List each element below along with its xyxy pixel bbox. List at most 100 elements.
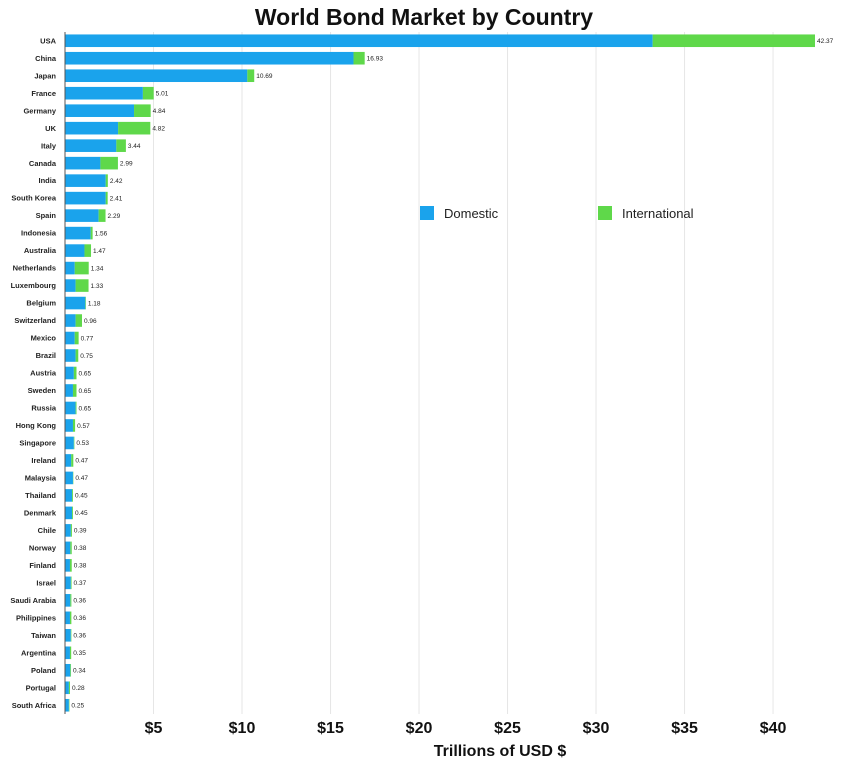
bar-domestic-chile: [65, 524, 71, 537]
bar-international-thailand: [72, 489, 73, 502]
bar-domestic-italy: [65, 139, 117, 152]
bar-international-portugal: [68, 681, 70, 695]
labels: USA 42.37 China 16.93 Japan 10.69 France 5.01 Ge…: [10, 36, 833, 710]
bar-international-denmark: [72, 506, 73, 520]
bar-domestic-india: [65, 174, 106, 187]
value-label-norway: 0.38: [74, 545, 87, 552]
bar-international-philippines: [69, 611, 72, 625]
value-label-saudi-arabia: 0.36: [73, 598, 86, 605]
value-label-usa: 42.37: [817, 38, 834, 45]
value-label-netherlands: 1.34: [91, 265, 104, 272]
bar-international-netherlands: [74, 261, 89, 275]
category-label-thailand: Thailand: [25, 491, 56, 500]
x-tick-label-3: $20: [406, 720, 433, 737]
bar-international-hong-kong: [72, 419, 76, 432]
bar-domestic-usa: [65, 34, 653, 48]
bar-international-indonesia: [90, 226, 93, 240]
bar-international-luxembourg: [75, 279, 89, 292]
value-label-malaysia: 0.47: [75, 475, 88, 482]
bar-international-australia: [84, 244, 92, 257]
bar-domestic-indonesia: [65, 226, 91, 240]
bar-domestic-poland: [65, 663, 71, 677]
category-label-israel: Israel: [36, 578, 56, 587]
bar-domestic-australia: [65, 244, 85, 257]
value-label-switzerland: 0.96: [84, 318, 97, 325]
category-label-philippines: Philippines: [16, 613, 56, 622]
bar-international-mexico: [74, 331, 79, 345]
legend-swatch-international: [598, 206, 612, 220]
value-label-finland: 0.38: [74, 563, 87, 570]
category-label-spain: Spain: [36, 211, 57, 220]
bar-domestic-south-korea: [65, 191, 106, 205]
chart-title: World Bond Market by Country: [254, 4, 594, 30]
value-label-chile: 0.39: [74, 528, 87, 535]
value-label-india: 2.42: [110, 178, 123, 185]
x-tick-label-0: $5: [145, 720, 163, 737]
x-tick-label-5: $30: [583, 720, 610, 737]
category-label-germany: Germany: [23, 106, 56, 115]
bar-domestic-japan: [65, 69, 248, 83]
value-label-germany: 4.84: [153, 108, 166, 115]
bar-domestic-sweden: [65, 384, 73, 397]
category-label-luxembourg: Luxembourg: [11, 281, 57, 290]
category-label-argentina: Argentina: [21, 648, 57, 657]
value-label-russia: 0.65: [79, 405, 92, 412]
bar-domestic-france: [65, 86, 143, 100]
value-label-poland: 0.34: [73, 668, 86, 675]
x-tick-label-6: $35: [671, 720, 698, 737]
value-label-ireland: 0.47: [75, 458, 88, 465]
category-label-taiwan: Taiwan: [31, 631, 56, 640]
value-label-japan: 10.69: [256, 73, 273, 80]
category-label-italy: Italy: [41, 141, 57, 150]
x-axis-title: Trillions of USD $: [434, 743, 567, 760]
bar-domestic-malaysia: [65, 471, 73, 485]
category-label-ireland: Ireland: [31, 456, 56, 465]
value-label-taiwan: 0.36: [73, 633, 86, 640]
value-label-mexico: 0.77: [81, 335, 94, 342]
bar-domestic-norway: [65, 541, 71, 555]
bar-domestic-saudi-arabia: [65, 594, 71, 607]
bar-international-spain: [98, 209, 106, 222]
value-label-australia: 1.47: [93, 248, 106, 255]
value-label-thailand: 0.45: [75, 493, 88, 500]
bar-international-austria: [73, 366, 77, 380]
bar-international-ireland: [71, 454, 74, 467]
category-label-south-africa: South Africa: [12, 701, 57, 710]
category-label-hong-kong: Hong Kong: [16, 421, 57, 430]
bar-domestic-denmark: [65, 506, 73, 520]
category-label-canada: Canada: [29, 159, 57, 168]
value-label-austria: 0.65: [79, 370, 92, 377]
bar-international-germany: [134, 104, 151, 117]
bar-domestic-portugal: [65, 681, 69, 695]
bar-domestic-switzerland: [65, 314, 76, 327]
category-label-belgium: Belgium: [26, 299, 56, 308]
bar-international-finland: [69, 559, 72, 572]
value-label-france: 5.01: [156, 91, 169, 98]
category-label-indonesia: Indonesia: [21, 229, 57, 238]
bar-domestic-germany: [65, 104, 135, 117]
bar-international-france: [142, 86, 154, 100]
category-label-mexico: Mexico: [31, 334, 57, 343]
category-label-austria: Austria: [30, 369, 57, 378]
value-label-south-korea: 2.41: [110, 195, 123, 202]
category-label-usa: USA: [40, 36, 56, 45]
x-tick-label-7: $40: [760, 720, 787, 737]
value-label-spain: 2.29: [108, 213, 121, 220]
value-label-south-africa: 0.25: [71, 703, 84, 710]
bar-international-sweden: [72, 384, 77, 397]
legend-label-international: International: [622, 206, 694, 221]
value-label-uk: 4.82: [152, 125, 165, 132]
value-label-italy: 3.44: [128, 143, 141, 150]
value-label-denmark: 0.45: [75, 510, 88, 517]
bar-domestic-netherlands: [65, 261, 75, 275]
bar-international-brazil: [75, 349, 79, 362]
bar-international-singapore: [73, 436, 75, 450]
legend-swatch-domestic: [420, 206, 434, 220]
category-label-india: India: [38, 176, 56, 185]
category-label-switzerland: Switzerland: [14, 316, 56, 325]
legend-label-domestic: Domestic: [444, 206, 499, 221]
category-label-china: China: [35, 54, 57, 63]
bar-international-usa: [652, 34, 815, 48]
bar-international-saudi-arabia: [70, 594, 72, 607]
bar-domestic-ireland: [65, 454, 72, 467]
